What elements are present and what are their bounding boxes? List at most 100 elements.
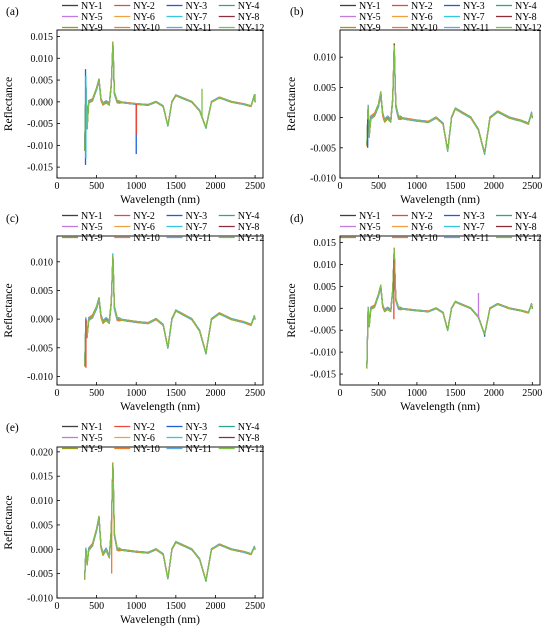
x-tick-label: 500 [371, 388, 386, 399]
legend-label: NY-12 [515, 23, 542, 34]
y-tick-label: -0.015 [310, 370, 336, 381]
x-axis-label: Wavelength (nm) [120, 401, 200, 413]
series-line-ny-12 [84, 255, 256, 365]
legend-label: NY-11 [186, 23, 212, 34]
legend-label: NY-4 [238, 422, 260, 433]
legend-label: NY-9 [359, 23, 381, 34]
legend-label: NY-8 [515, 222, 537, 233]
legend-label: NY-9 [81, 23, 103, 34]
y-tick-label: 0.005 [31, 286, 54, 297]
x-tick-label: 1500 [166, 388, 186, 399]
panel-label: (e) [6, 422, 19, 434]
legend-label: NY-6 [411, 12, 433, 23]
x-tick-label: 0 [338, 181, 343, 192]
x-tick-label: 0 [55, 601, 60, 612]
x-tick-label: 2500 [245, 181, 265, 192]
plot-area [84, 462, 256, 583]
y-tick-label: 0.015 [31, 32, 54, 43]
y-tick-label: 0.010 [314, 53, 337, 64]
x-tick-label: 1000 [126, 601, 146, 612]
x-tick-label: 2000 [205, 388, 225, 399]
y-tick-label: -0.010 [27, 372, 53, 383]
y-tick-label: 0.000 [31, 97, 54, 108]
legend-label: NY-8 [515, 12, 537, 23]
series-line-ny-12 [366, 248, 533, 368]
x-tick-label: 1500 [445, 181, 465, 192]
legend-label: NY-6 [133, 12, 155, 23]
y-tick-label: 0.010 [31, 496, 54, 507]
y-tick-label: -0.005 [310, 326, 336, 337]
legend-label: NY-8 [238, 12, 260, 23]
legend-label: NY-12 [238, 233, 265, 244]
y-tick-label: 0.015 [31, 472, 54, 483]
legend-label: NY-2 [133, 211, 155, 222]
y-tick-label: 0.005 [314, 83, 337, 94]
y-tick-label: 0.010 [31, 54, 54, 65]
y-tick-label: 0.005 [31, 520, 54, 531]
x-tick-label: 1000 [126, 388, 146, 399]
legend-label: NY-12 [238, 23, 265, 34]
x-tick-label: 500 [371, 181, 386, 192]
plot-area [366, 247, 533, 369]
legend-label: NY-2 [133, 1, 155, 12]
panel-b: (b) NY-1 NY-2 NY-3 NY-4 NY-5 NY-6 NY-7 NY-8 NY-9… [286, 1, 542, 206]
y-tick-label: 0.010 [314, 260, 337, 271]
panel-a: (a) NY-1 NY-2 NY-3 NY-4 NY-5 NY-6 NY-7 NY-8 NY-9… [3, 1, 265, 206]
legend-label: NY-3 [463, 211, 485, 222]
x-tick-label: 0 [338, 388, 343, 399]
y-tick-label: 0.000 [314, 304, 337, 315]
y-tick-label: 0.000 [31, 545, 54, 556]
plot-frame [339, 235, 541, 386]
y-tick-label: 0.020 [31, 447, 54, 458]
x-tick-label: 500 [89, 601, 104, 612]
x-tick-label: 2500 [245, 388, 265, 399]
legend-label: NY-12 [515, 233, 542, 244]
legend-label: NY-10 [133, 23, 160, 34]
plot-area [366, 43, 533, 156]
legend-label: NY-6 [133, 433, 155, 444]
legend-label: NY-3 [463, 1, 485, 12]
plot-frame [56, 29, 264, 179]
legend-label: NY-9 [359, 233, 381, 244]
legend-label: NY-9 [81, 444, 103, 455]
legend-label: NY-4 [515, 211, 537, 222]
x-tick-label: 500 [89, 388, 104, 399]
y-tick-label: -0.005 [27, 119, 53, 130]
legend-label: NY-4 [238, 211, 260, 222]
legend-label: NY-11 [186, 233, 212, 244]
legend-label: NY-10 [133, 233, 160, 244]
legend-label: NY-10 [411, 23, 438, 34]
series-line-ny-10 [366, 248, 533, 368]
legend-label: NY-5 [81, 222, 103, 233]
legend-label: NY-4 [238, 1, 260, 12]
legend-label: NY-5 [81, 12, 103, 23]
series-line-ny-12 [84, 42, 256, 150]
plot-frame [339, 29, 541, 179]
x-tick-label: 2000 [484, 181, 504, 192]
panel-label: (a) [6, 6, 19, 18]
legend-label: NY-11 [463, 233, 489, 244]
series-line-ny-12 [84, 463, 256, 582]
legend-label: NY-6 [133, 222, 155, 233]
y-tick-label: -0.015 [27, 163, 53, 174]
x-tick-label: 1000 [407, 181, 427, 192]
legend-label: NY-2 [133, 422, 155, 433]
x-tick-label: 500 [89, 181, 104, 192]
y-tick-label: -0.005 [27, 569, 53, 580]
plot-area [84, 41, 256, 165]
panel-label: (d) [290, 213, 304, 225]
y-tick-label: 0.000 [314, 113, 337, 124]
y-axis-label: Reflectance [3, 77, 15, 131]
legend-label: NY-9 [81, 233, 103, 244]
y-tick-label: -0.010 [310, 174, 336, 185]
legend-label: NY-8 [238, 433, 260, 444]
legend-label: NY-7 [463, 222, 485, 233]
x-tick-label: 1000 [126, 181, 146, 192]
legend-label: NY-12 [238, 444, 265, 455]
x-tick-label: 2500 [522, 388, 542, 399]
panel-label: (b) [290, 6, 304, 18]
x-axis-label: Wavelength (nm) [400, 194, 480, 206]
legend-label: NY-7 [186, 433, 208, 444]
legend-label: NY-3 [186, 211, 208, 222]
